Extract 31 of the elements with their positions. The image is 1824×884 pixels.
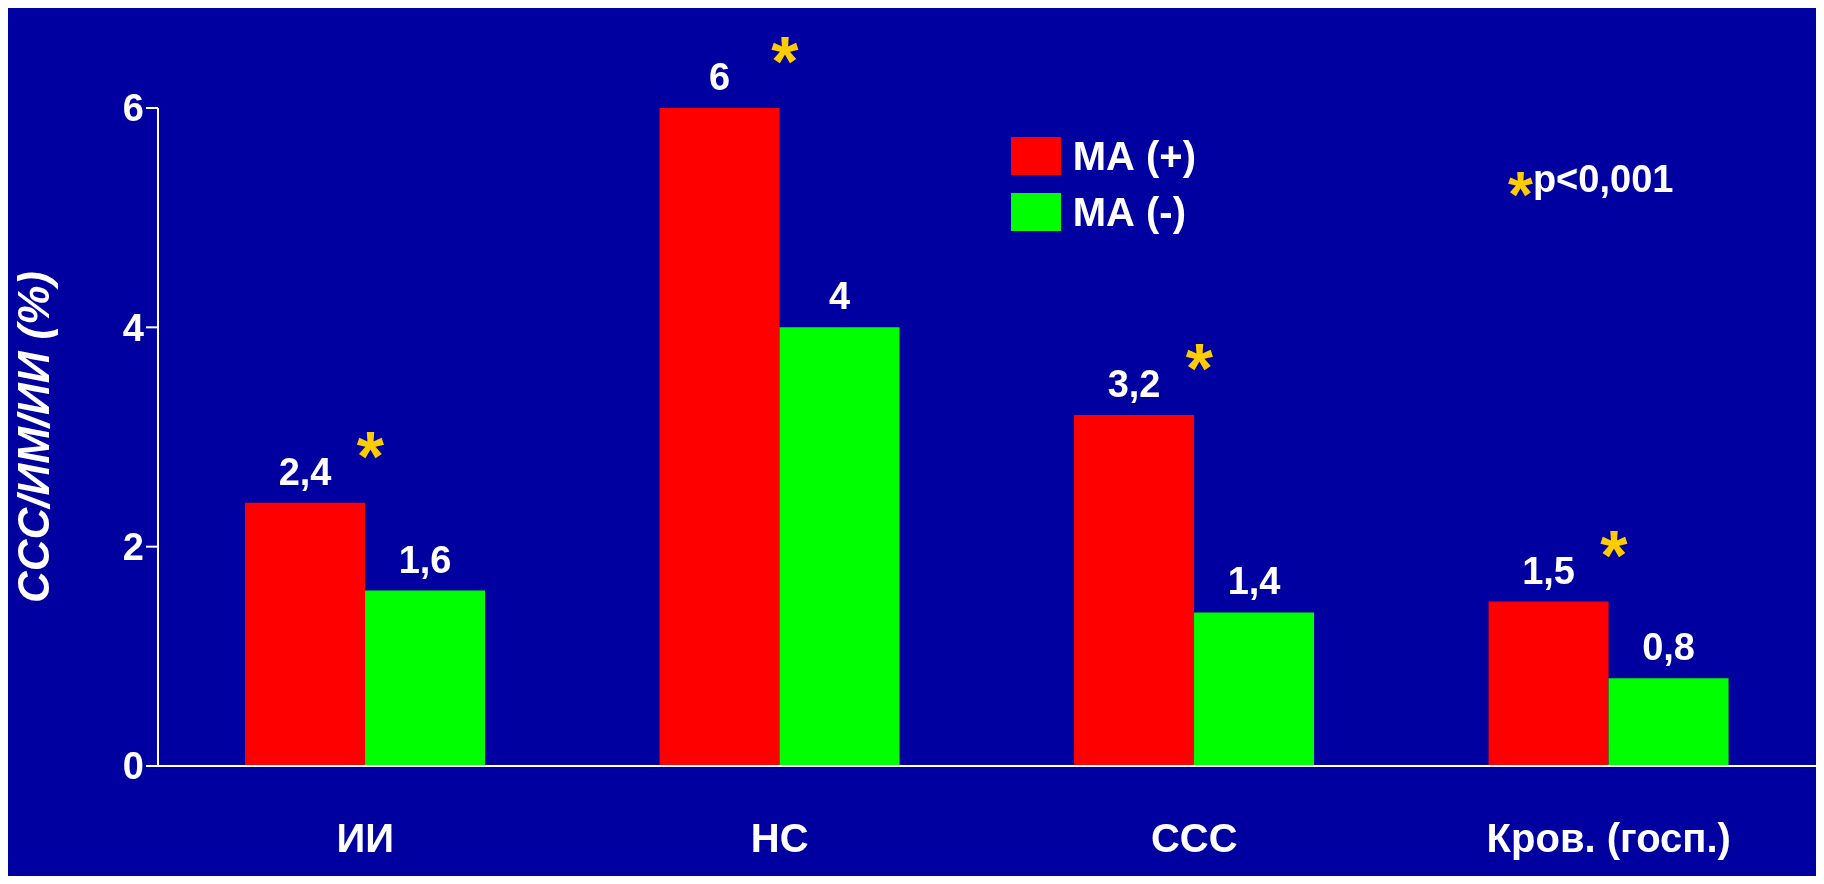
bar: [245, 502, 366, 766]
legend-label: МА (-): [1072, 189, 1186, 235]
data-label: 0,8: [1642, 626, 1695, 669]
legend-label: МА (+): [1072, 133, 1196, 179]
y-tick-label: 4: [122, 306, 144, 349]
y-tick-label: 0: [122, 745, 144, 788]
data-label: 1,5: [1522, 549, 1575, 592]
y-tick-label: 2: [122, 526, 144, 569]
data-label: 1,4: [1227, 560, 1281, 603]
data-label: 1,6: [398, 538, 452, 581]
x-tick-label: ИИ: [336, 816, 394, 861]
bar: [659, 108, 780, 766]
data-label: 2,4: [278, 450, 332, 493]
bar: [1074, 415, 1195, 766]
y-tick-label: 6: [122, 87, 144, 130]
bar: [1194, 612, 1315, 766]
y-axis-title: ССС/ИМ/ИИ (%): [8, 270, 58, 604]
bar: [365, 590, 486, 766]
bar: [1608, 678, 1729, 766]
bar: [779, 327, 900, 766]
x-tick-label: НС: [750, 816, 809, 861]
annotation: *: [356, 417, 385, 496]
data-label: 6: [708, 56, 731, 98]
x-tick-label: Кров. (госп.): [1486, 816, 1731, 861]
annotation: *: [771, 23, 800, 101]
data-label: 3,2: [1107, 363, 1161, 406]
bar: [1488, 601, 1609, 766]
annotation: *: [1600, 516, 1629, 595]
data-label: 4: [828, 275, 851, 318]
x-tick-label: ССС: [1150, 816, 1238, 861]
annotation: *: [1185, 330, 1214, 409]
